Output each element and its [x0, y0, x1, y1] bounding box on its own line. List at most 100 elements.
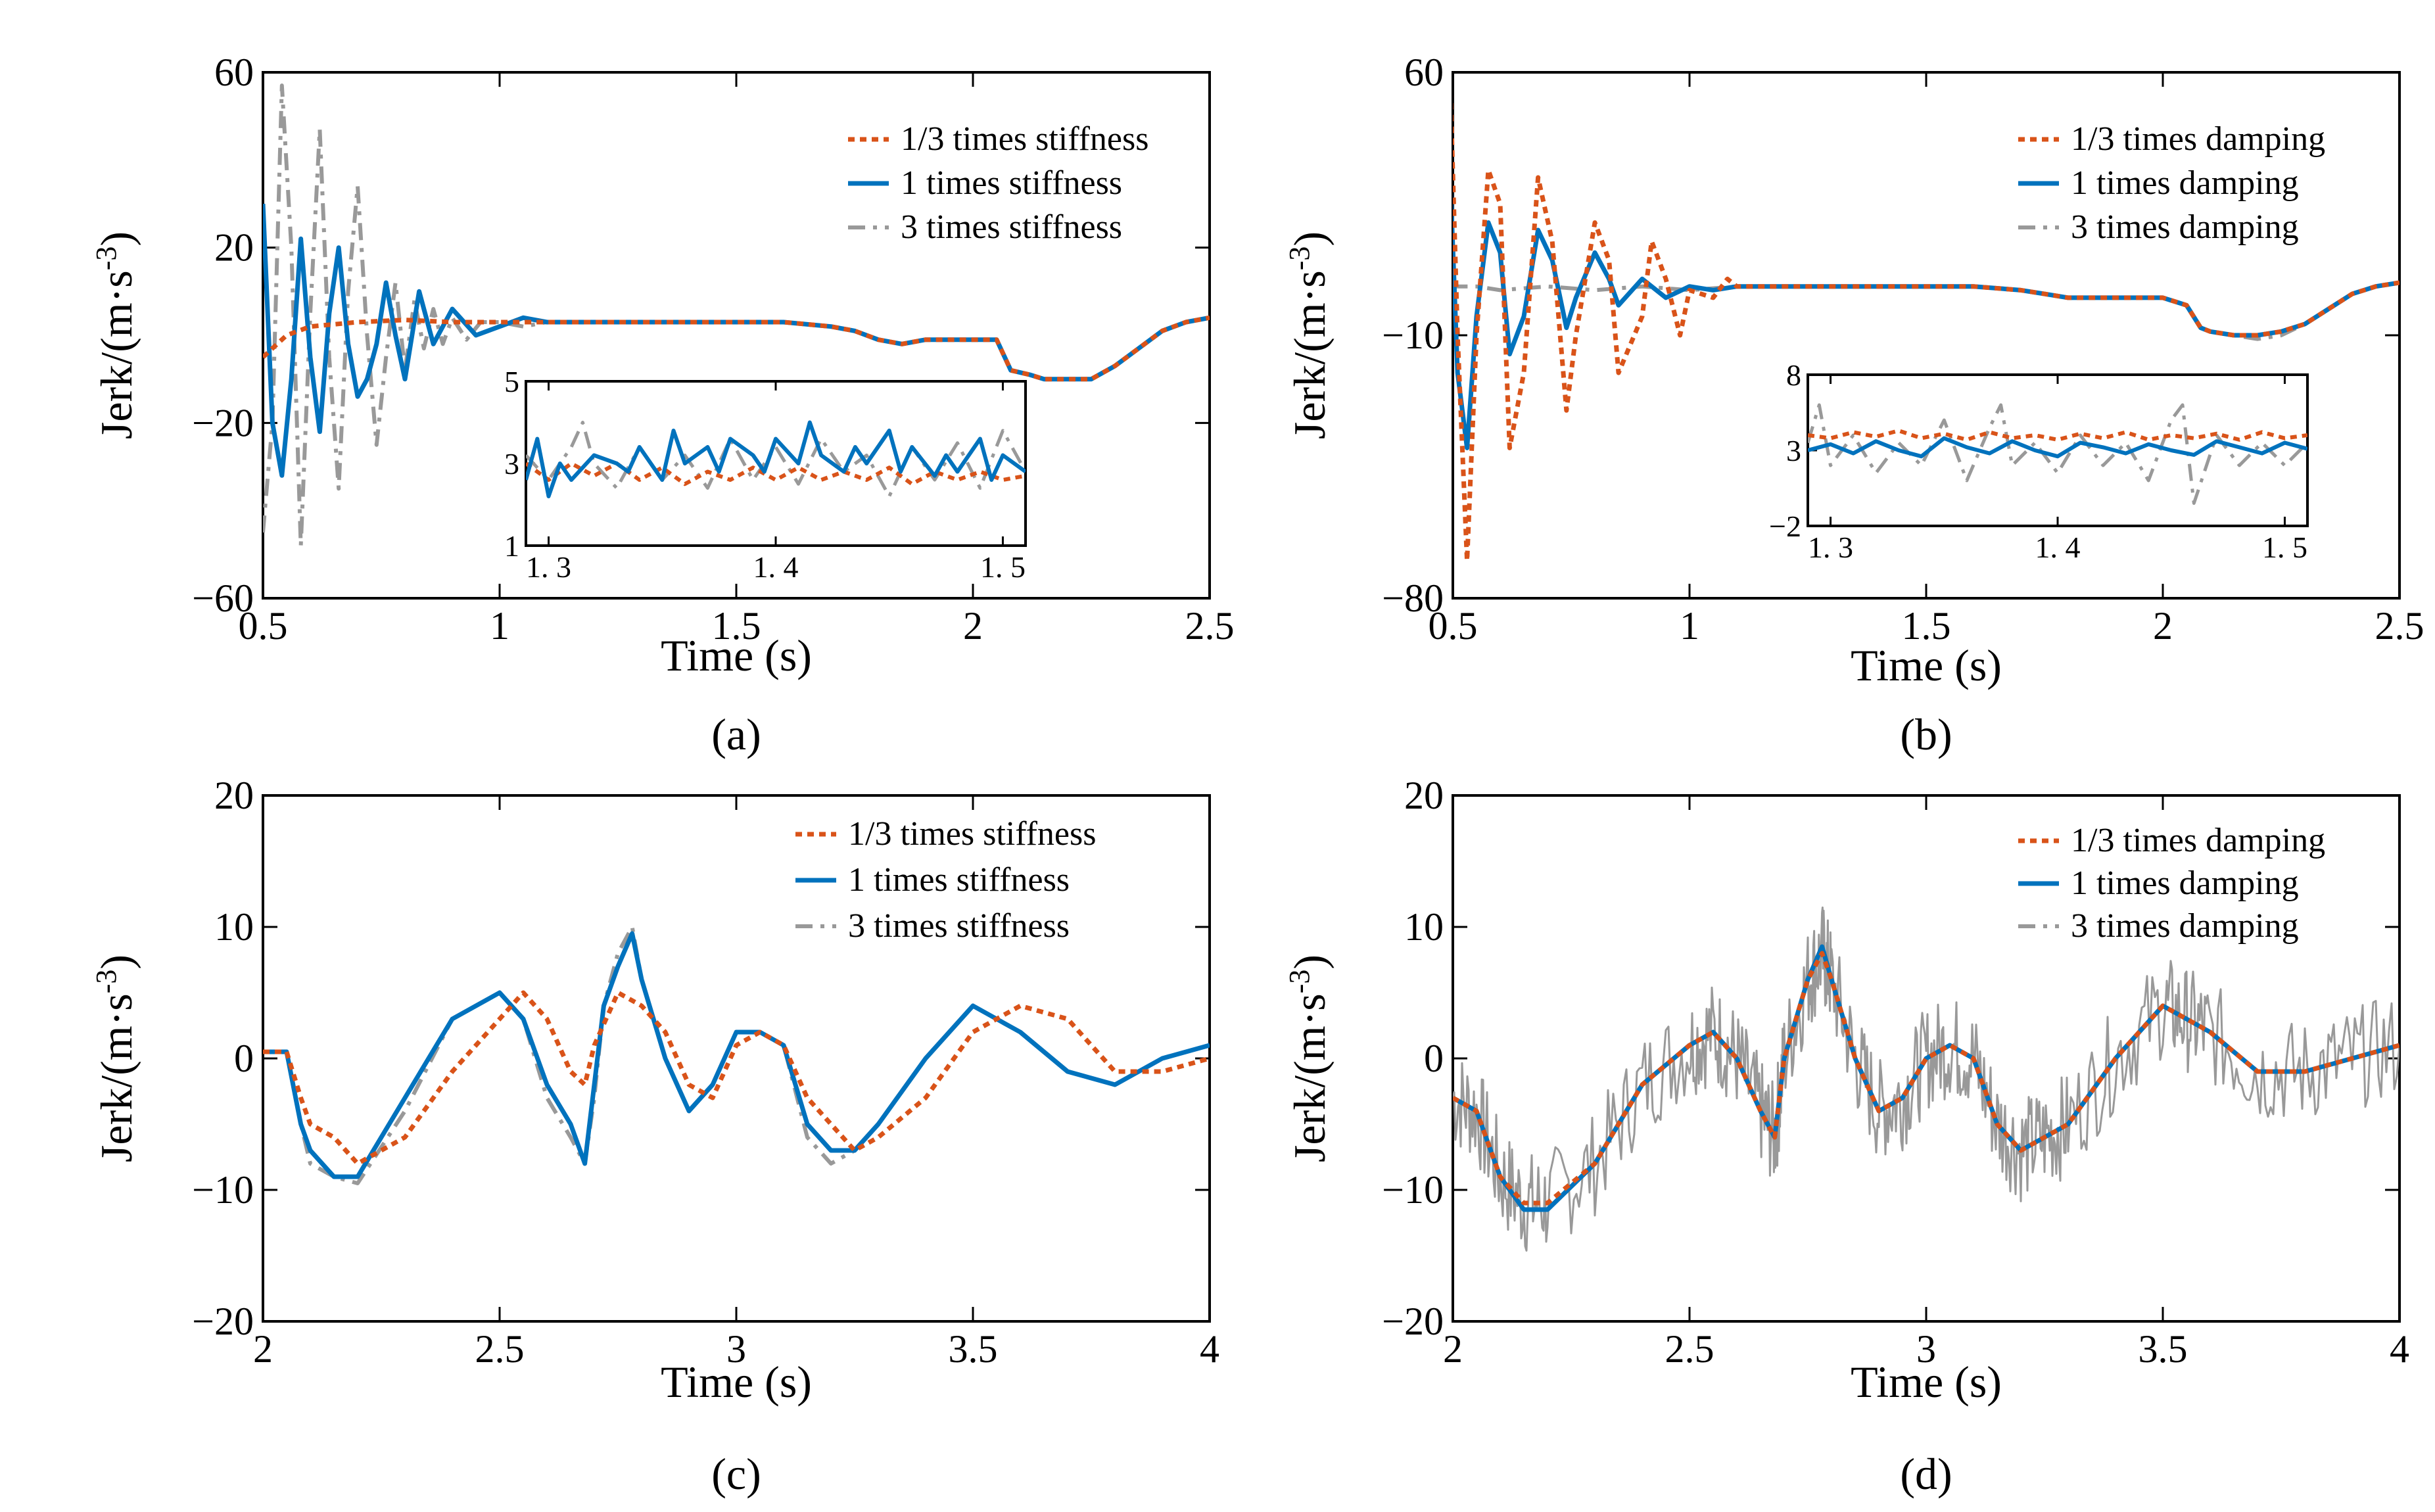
xtick-label: 0.5 [239, 604, 288, 648]
xtick-label: 3 [1916, 1327, 1936, 1371]
ticks-b: 0.5 1 1.5 2 2.5 −80 −10 60 [1382, 51, 2424, 648]
ylabel-b: Jerk/(m·s-3) [1283, 231, 1335, 439]
xlabel-b: Time (s) [1851, 640, 2002, 690]
series-b [1453, 93, 2400, 563]
caption-a: (a) [711, 709, 761, 759]
series-d [1453, 907, 2400, 1252]
xtick-label: 2.5 [1185, 604, 1235, 648]
inset-xtick-label: 1. 4 [753, 550, 799, 584]
panel-b: 0.5 1 1.5 2 2.5 −80 −10 60 1. 3 1. 4 1. 5 −2 3 8 1/3… [1283, 51, 2424, 759]
xtick-label: 2.5 [2375, 604, 2424, 648]
xlabel-c: Time (s) [661, 1357, 812, 1407]
ytick-label: −20 [192, 401, 254, 444]
inset-series-line-dotted [1808, 429, 2307, 442]
ytick-label: −60 [192, 577, 254, 620]
xtick-label: 4 [1200, 1327, 1219, 1371]
xtick-label: 2.5 [1665, 1327, 1714, 1371]
legend-b: 1/3 times damping 1 times damping 3 times … [2018, 120, 2325, 246]
ytick-label: 0 [234, 1037, 254, 1080]
xtick-label: 1.5 [712, 604, 761, 648]
panel-d: 2 2.5 3 3.5 4 −20 −10 0 10 20 1/3 times damping 1 … [1283, 774, 2410, 1499]
xtick-label: 2 [2153, 604, 2173, 648]
legend-a: 1/3 times stiffness 1 times stiffness 3 ti… [848, 120, 1148, 246]
xtick-label: 4 [2390, 1327, 2409, 1371]
xlabel-a: Time (s) [661, 630, 812, 680]
ylabel-d: Jerk/(m·s-3) [1283, 955, 1335, 1162]
inset-series-line-solid [1808, 436, 2307, 459]
ytick-label: 60 [214, 51, 254, 94]
inset-ytick-label: 3 [504, 447, 519, 481]
ytick-label: −10 [1382, 314, 1444, 357]
inset-ytick-label: 8 [1786, 358, 1801, 392]
series-c [263, 925, 1210, 1185]
ticks-d: 2 2.5 3 3.5 4 −20 −10 0 10 20 [1382, 774, 2409, 1371]
inset-series-line-dotted [526, 461, 1026, 486]
inset-xtick-label: 1. 3 [1808, 531, 1853, 564]
ytick-label: −20 [192, 1300, 254, 1343]
ytick-label: −20 [1382, 1300, 1444, 1343]
legend-d: 1/3 times damping 1 times damping 3 times … [2018, 822, 2325, 945]
ylabel-a: Jerk/(m·s-3) [90, 231, 142, 439]
inset-xtick-label: 1. 3 [526, 550, 571, 584]
ytick-label: 20 [214, 774, 254, 817]
caption-c: (c) [711, 1449, 761, 1499]
inset-b: 1. 3 1. 4 1. 5 −2 3 8 [1769, 358, 2309, 564]
xtick-label: 3.5 [2139, 1327, 2188, 1371]
inset-ytick-label: 3 [1786, 434, 1801, 467]
ytick-label: −80 [1382, 577, 1444, 620]
series-line-dashdot [1453, 907, 2400, 1252]
inset-ytick-label: 1 [504, 529, 519, 563]
series-line-dotted [1453, 93, 2400, 563]
xtick-label: 3.5 [949, 1327, 998, 1371]
legend-label: 1/3 times stiffness [848, 815, 1096, 853]
series-line-dotted [263, 990, 1210, 1166]
ticks-a: 0.5 1 1.5 2 2.5 −60 −20 20 60 [192, 51, 1234, 648]
ytick-label: 10 [214, 905, 254, 949]
xtick-label: 1 [1680, 604, 1699, 648]
ylabel-c: Jerk/(m·s-3) [90, 955, 142, 1162]
legend-label: 3 times damping [2071, 208, 2299, 246]
inset-a: 1. 3 1. 4 1. 5 1 3 5 [504, 365, 1027, 584]
xlabel-d: Time (s) [1851, 1357, 2002, 1407]
xtick-label: 1.5 [1902, 604, 1951, 648]
inset-xtick-label: 1. 4 [2035, 531, 2081, 564]
legend-label: 1/3 times damping [2071, 120, 2325, 158]
legend-label: 3 times stiffness [901, 208, 1122, 246]
inset-frame [1807, 373, 2309, 527]
inset-xtick-label: 1. 5 [980, 550, 1026, 584]
series-line-solid [1453, 944, 2400, 1212]
series-line-dashdot [263, 925, 1210, 1185]
caption-d: (d) [1900, 1449, 1952, 1499]
panel-a: 0.5 1 1.5 2 2.5 −60 −20 20 60 1. 3 1. 4 1. 5 1 3 5 1/… [90, 51, 1235, 759]
xtick-label: 2 [963, 604, 983, 648]
ytick-label: 10 [1404, 905, 1444, 949]
inset-xtick-label: 1. 5 [2262, 531, 2307, 564]
inset-ytick-label: 5 [504, 365, 519, 398]
panel-c: 2 2.5 3 3.5 4 −20 −10 0 10 20 1/3 times stiffness… [90, 774, 1220, 1499]
ytick-label: 60 [1404, 51, 1444, 94]
series-line-dotted [263, 315, 1210, 382]
legend-label: 1 times damping [2071, 164, 2299, 202]
xtick-label: 2 [1443, 1327, 1463, 1371]
xtick-label: 0.5 [1429, 604, 1478, 648]
ytick-label: −10 [1382, 1168, 1444, 1212]
legend-label: 1 times stiffness [901, 164, 1122, 202]
series-line-solid [263, 931, 1210, 1179]
legend-c: 1/3 times stiffness 1 times stiffness 3 ti… [795, 815, 1096, 945]
inset-series-line-dashdot [1808, 403, 2307, 505]
inset-series-line-solid [526, 420, 1026, 498]
xtick-label: 3 [726, 1327, 746, 1371]
xtick-label: 1 [490, 604, 509, 648]
caption-b: (b) [1900, 709, 1952, 759]
ticks-c: 2 2.5 3 3.5 4 −20 −10 0 10 20 [192, 774, 1219, 1371]
xtick-label: 2 [253, 1327, 273, 1371]
legend-label: 1 times stiffness [848, 861, 1070, 899]
ytick-label: 20 [214, 226, 254, 270]
xtick-label: 2.5 [475, 1327, 525, 1371]
inset-ytick-label: −2 [1769, 509, 1801, 543]
series-line-dotted [1453, 951, 2400, 1206]
legend-label: 3 times stiffness [848, 907, 1070, 945]
series-line-dashdot [263, 83, 1210, 548]
ytick-label: 20 [1404, 774, 1444, 817]
